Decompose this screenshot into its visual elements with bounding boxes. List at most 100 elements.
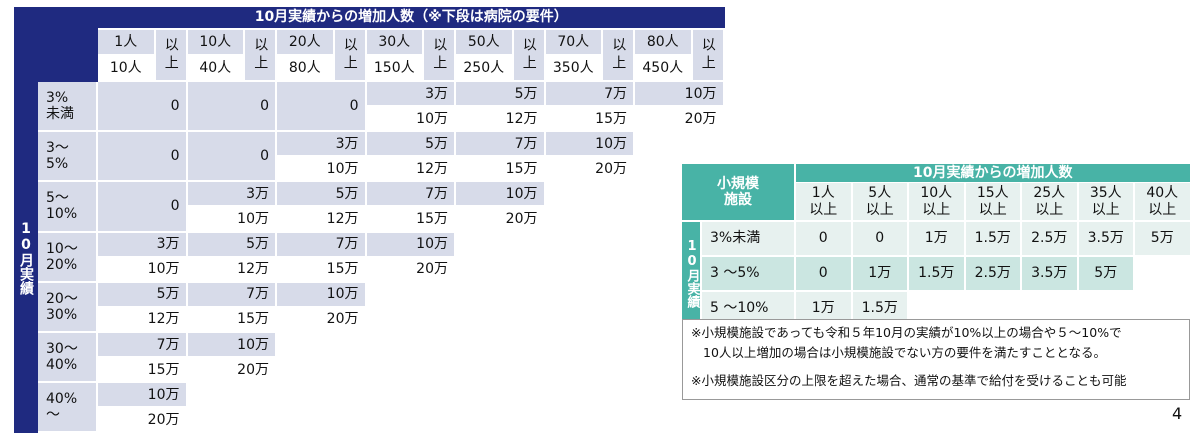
left-cell-value: 0 [187,82,277,133]
left-cell-top: 3万 [277,132,367,158]
left-cell-value: 0 [98,82,188,133]
left-cell-bottom: 15万 [277,257,367,283]
left-col-header-suffix: 以上 [155,30,188,82]
right-cell-value: 0 [796,257,851,290]
left-cell-top: 10万 [545,132,635,158]
left-cell-value: 0 [277,82,367,133]
left-cell-top: 5万 [187,232,277,258]
left-corner-cell [14,7,98,82]
right-col-header: 40人 以上 [1135,183,1190,220]
left-col-header-top: 20人 [277,30,335,56]
right-col-header: 35人 以上 [1078,183,1133,220]
left-cell-bottom: 10万 [277,157,367,183]
left-row-label: 5～ 10% [38,182,98,233]
left-col-header-bottom: 450人 [635,56,693,82]
left-cell-value: 0 [187,132,277,183]
left-col-header-bottom: 150人 [366,56,424,82]
left-cell-bottom: 20万 [635,107,725,133]
left-cell-top: 10万 [366,232,456,258]
left-cell-top: 7万 [366,182,456,208]
left-cell-bottom: 10万 [366,107,456,133]
note-line-1: ※小規模施設であっても令和５年10月の実績が10%以上の場合や５～10%で [691,325,1122,340]
left-col-header-suffix: 以上 [513,30,546,82]
left-cell-value: 0 [98,182,188,233]
right-col-header: 5人 以上 [852,183,907,220]
left-cell-top: 7万 [545,82,635,108]
right-cell-value: 5万 [1078,257,1133,290]
left-col-header-top: 50人 [456,30,514,56]
left-cell-bottom: 15万 [98,358,188,384]
right-cell-value: 0 [852,222,907,255]
left-cell-top: 10万 [456,182,546,208]
left-cell-bottom: 12万 [277,207,367,233]
left-cell-bottom: 15万 [456,157,546,183]
right-cell-value: 3.5万 [1078,222,1133,255]
left-row-label: 10～ 20% [38,232,98,283]
left-cell-bottom: 12万 [456,107,546,133]
left-cell-bottom: 12万 [187,257,277,283]
right-row-label: 3%未満 [702,222,794,255]
right-cell-value: 5万 [1135,222,1190,255]
right-cell-value: 1.5万 [965,222,1020,255]
left-col-header-top: 80人 [635,30,693,56]
left-cell-bottom: 10万 [187,207,277,233]
note-line-3: ※小規模施設区分の上限を超えた場合、通常の基準で給付を受けることも可能 [691,373,1127,388]
left-col-header-suffix: 以上 [334,30,367,82]
right-cell-value: 3.5万 [1022,257,1077,290]
right-cell-value: 0 [796,222,851,255]
left-cell-value: 0 [98,132,188,183]
left-cell-bottom: 12万 [98,307,188,333]
left-cell-top: 10万 [635,82,725,108]
right-header-title: 10月実績からの増加人数 [796,164,1190,182]
left-cell-top: 3万 [187,182,277,208]
left-cell-bottom: 15万 [366,207,456,233]
left-col-header-suffix: 以上 [245,30,277,82]
left-col-header-top: 30人 [366,30,424,56]
right-col-header: 25人 以上 [1022,183,1077,220]
left-cell-bottom: 20万 [98,408,188,434]
left-col-header-top: 10人 [187,30,245,56]
left-row-label: 40% ～ [38,383,98,434]
left-cell-bottom: 20万 [277,307,367,333]
left-cell-top: 5万 [456,82,546,108]
left-col-header-suffix: 以上 [692,30,725,82]
left-col-header-bottom: 80人 [277,56,335,82]
right-row-group-label: 10月実績 [682,222,700,325]
left-cell-bottom: 12万 [366,157,456,183]
left-col-header-top: 1人 [98,30,156,56]
right-col-header: 1人 以上 [796,183,851,220]
right-cell-value: 1.5万 [909,257,964,290]
right-cell-value: 2.5万 [965,257,1020,290]
note-line-2: 10人以上増加の場合は小規模施設でない方の要件を満たすこととなる。 [703,345,1107,360]
left-cell-top: 3万 [366,82,456,108]
left-row-group-label: 10月実績 [14,82,38,434]
left-cell-top: 7万 [187,282,277,308]
left-cell-top: 10万 [187,333,277,359]
left-cell-bottom: 20万 [456,207,546,233]
left-cell-top: 7万 [456,132,546,158]
left-cell-top: 5万 [366,132,456,158]
left-cell-bottom: 20万 [545,157,635,183]
left-cell-top: 3万 [98,232,188,258]
right-row-label: 3 ～5% [702,257,794,290]
right-col-header: 15人 以上 [965,183,1020,220]
right-corner-label: 小規模 施設 [682,164,794,220]
page-number: 4 [1172,404,1183,423]
notes-box: ※小規模施設であっても令和５年10月の実績が10%以上の場合や５～10%で 10… [682,319,1190,400]
left-col-header-suffix: 以上 [424,30,456,82]
left-cell-bottom: 15万 [545,107,635,133]
right-cell-value: 1万 [909,222,964,255]
left-header-title: 10月実績からの増加人数（※下段は病院の要件） [98,7,725,28]
left-cell-bottom: 10万 [98,257,188,283]
left-cell-top: 10万 [277,282,367,308]
left-cell-top: 5万 [98,282,188,308]
left-cell-top: 7万 [277,232,367,258]
left-row-label: 3～ 5% [38,132,98,183]
left-cell-bottom: 20万 [366,257,456,283]
left-row-label: 20～ 30% [38,282,98,333]
left-cell-bottom: 20万 [187,358,277,384]
right-cell-value: 1万 [852,257,907,290]
left-col-header-bottom: 250人 [456,56,514,82]
left-row-label: 30～ 40% [38,333,98,384]
left-cell-top: 10万 [98,383,188,409]
